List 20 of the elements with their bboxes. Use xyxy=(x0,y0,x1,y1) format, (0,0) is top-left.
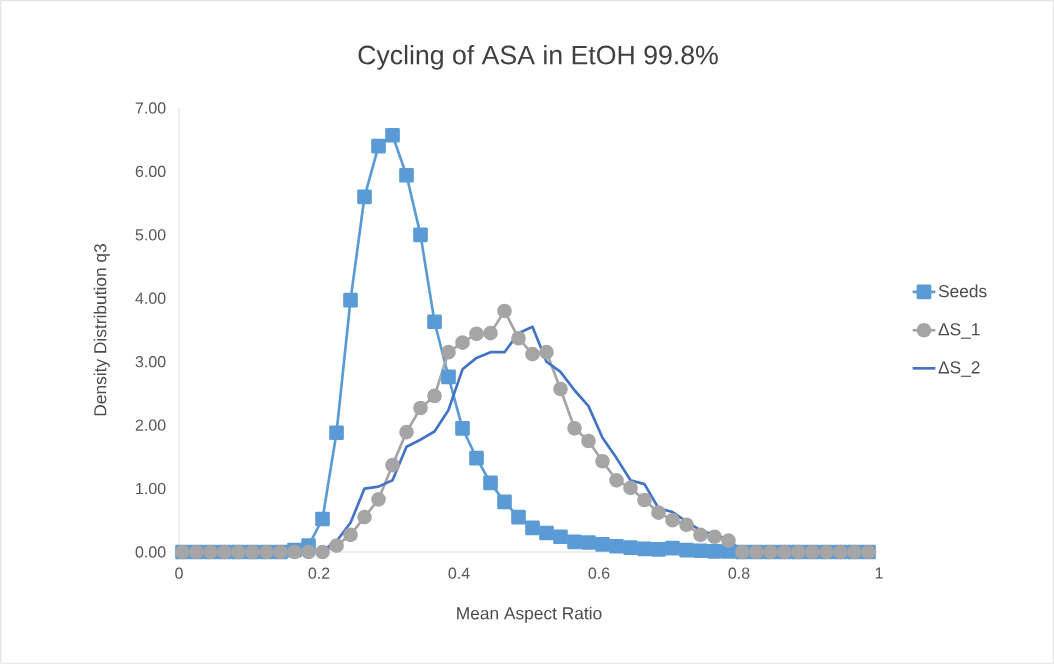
y-tick-label: 1.00 xyxy=(136,482,166,495)
y-tick-label: 4.00 xyxy=(135,292,166,304)
legend-label: Seeds xyxy=(938,284,987,298)
y-tick-label: 0.00 xyxy=(135,546,166,558)
x-tick-label: 1 xyxy=(875,567,883,579)
x-tick-label: 0.4 xyxy=(448,567,470,579)
y-tick-label: 6.00 xyxy=(135,165,166,178)
x-axis-title: Mean Aspect Ratio xyxy=(457,606,602,623)
y-axis-title: Density Distribution q3 xyxy=(93,244,110,416)
y-tick-label: 2.00 xyxy=(135,419,166,431)
legend-label: ΔS_1 xyxy=(938,323,980,339)
legend-label: ΔS_2 xyxy=(938,361,980,377)
y-tick-label: 7.00 xyxy=(135,102,166,114)
y-tick-label: 5.00 xyxy=(135,229,166,241)
x-tick-label: 0.8 xyxy=(728,567,750,579)
x-tick-label: 0.2 xyxy=(308,567,330,579)
x-tick-label: 0 xyxy=(175,567,183,579)
x-tick-label: 0.6 xyxy=(588,567,610,579)
chart-title: Cycling of ASA in EtOH 99.8% xyxy=(358,44,718,70)
y-tick-label: 3.00 xyxy=(135,356,166,368)
